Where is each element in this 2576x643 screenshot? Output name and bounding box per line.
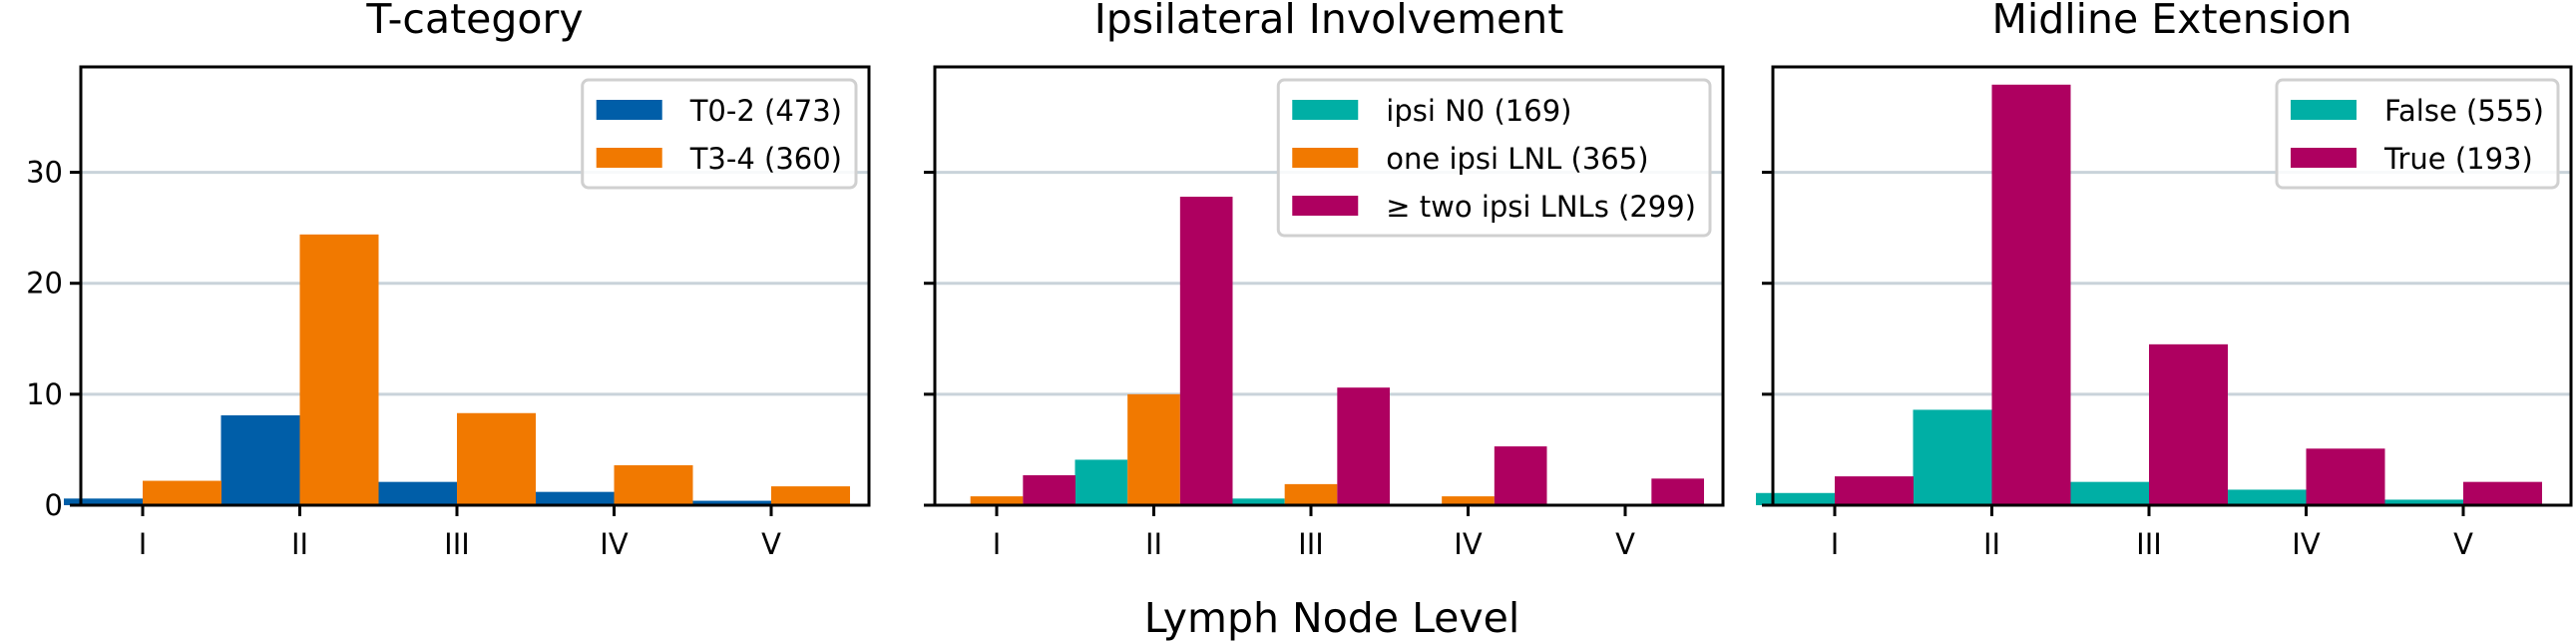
bar-iv-series-2	[2306, 448, 2385, 505]
legend: ipsi N0 (169) one ipsi LNL (365) ≥ two ips…	[1276, 78, 1712, 238]
bar-v-series-3	[1651, 478, 1704, 505]
bar-v-series-2	[771, 486, 850, 505]
x-tick-label: I	[1831, 527, 1840, 561]
bar-v-series-1	[2384, 499, 2463, 505]
bar-ii-series-2	[1991, 84, 2071, 505]
bar-iii-series-3	[1337, 387, 1390, 505]
y-tick-label: 20	[26, 267, 63, 301]
bar-iv-series-2	[1442, 496, 1495, 505]
x-tick-label: IV	[2292, 527, 2321, 561]
legend-swatch	[1292, 196, 1359, 216]
y-tick-label: 10	[26, 377, 63, 411]
bar-v-series-2	[2463, 481, 2542, 505]
legend: T0-2 (473) T3-4 (360)	[581, 78, 858, 190]
bar-v-series-1	[692, 500, 771, 505]
x-tick-label: III	[2136, 527, 2162, 561]
x-tick-label: II	[1145, 527, 1162, 561]
legend-swatch	[1292, 100, 1359, 120]
x-tick-label: I	[993, 527, 1002, 561]
legend-swatch	[596, 148, 662, 168]
chart-title: Midline Extension	[1991, 0, 2352, 43]
bar-i-series-3	[1023, 474, 1075, 505]
plot-frame	[79, 65, 871, 507]
bar-ii-series-2	[1127, 393, 1180, 505]
legend-swatch	[2291, 148, 2357, 168]
x-tick-label: V	[1615, 527, 1635, 561]
bar-iv-series-1	[2227, 489, 2307, 505]
x-tick-label: III	[1298, 527, 1324, 561]
chart-title: T-category	[365, 0, 583, 43]
bar-ii-series-1	[1913, 409, 1992, 505]
legend-label: True (193)	[2383, 142, 2533, 176]
bar-iv-series-3	[1494, 446, 1547, 505]
bar-iii-series-1	[378, 481, 457, 505]
bar-ii-series-1	[220, 414, 300, 505]
bar-iii-series-1	[1232, 498, 1285, 505]
x-tick-label: V	[761, 527, 781, 561]
bar-ii-series-1	[1074, 459, 1128, 505]
x-axis-label: Lymph Node Level	[1144, 594, 1520, 642]
legend-label: T0-2 (473)	[689, 94, 842, 128]
plot-frame	[933, 65, 1725, 507]
y-tick-label: 30	[26, 156, 63, 190]
legend-label: T3-4 (360)	[689, 142, 842, 176]
x-tick-label: V	[2453, 527, 2473, 561]
legend-swatch	[596, 100, 662, 120]
bar-iii-series-2	[1284, 483, 1338, 505]
x-tick-label: IV	[600, 527, 629, 561]
bar-iv-series-2	[614, 464, 693, 505]
legend: False (555) True (193)	[2275, 78, 2560, 190]
chart-title: Ipsilateral Involvement	[1094, 0, 1564, 43]
x-tick-label: I	[139, 527, 148, 561]
x-tick-label: III	[444, 527, 470, 561]
bar-ii-series-3	[1179, 197, 1233, 506]
legend-label: False (555)	[2384, 94, 2544, 128]
bar-iii-series-2	[457, 412, 536, 505]
legend-label: one ipsi LNL (365)	[1386, 142, 1648, 176]
bar-i-series-1	[1756, 492, 1835, 505]
y-tick-label: 0	[45, 488, 63, 522]
legend-label: ≥ two ipsi LNLs (299)	[1386, 190, 1696, 224]
plot-frame	[1771, 65, 2573, 507]
bar-iii-series-1	[2070, 481, 2149, 505]
bar-iii-series-2	[2149, 343, 2228, 505]
x-tick-label: IV	[1454, 527, 1483, 561]
bar-i-series-2	[970, 496, 1024, 505]
x-tick-label: II	[291, 527, 308, 561]
bar-i-series-2	[143, 480, 221, 505]
bar-i-series-2	[1835, 476, 1914, 505]
bar-i-series-1	[64, 498, 143, 505]
x-tick-label: II	[1983, 527, 2000, 561]
bar-iv-series-1	[535, 491, 615, 505]
legend-swatch	[2291, 100, 2357, 120]
legend-box	[1276, 78, 1712, 238]
bar-ii-series-2	[299, 234, 379, 505]
legend-swatch	[1292, 148, 1359, 168]
legend-label: ipsi N0 (169)	[1386, 94, 1571, 128]
